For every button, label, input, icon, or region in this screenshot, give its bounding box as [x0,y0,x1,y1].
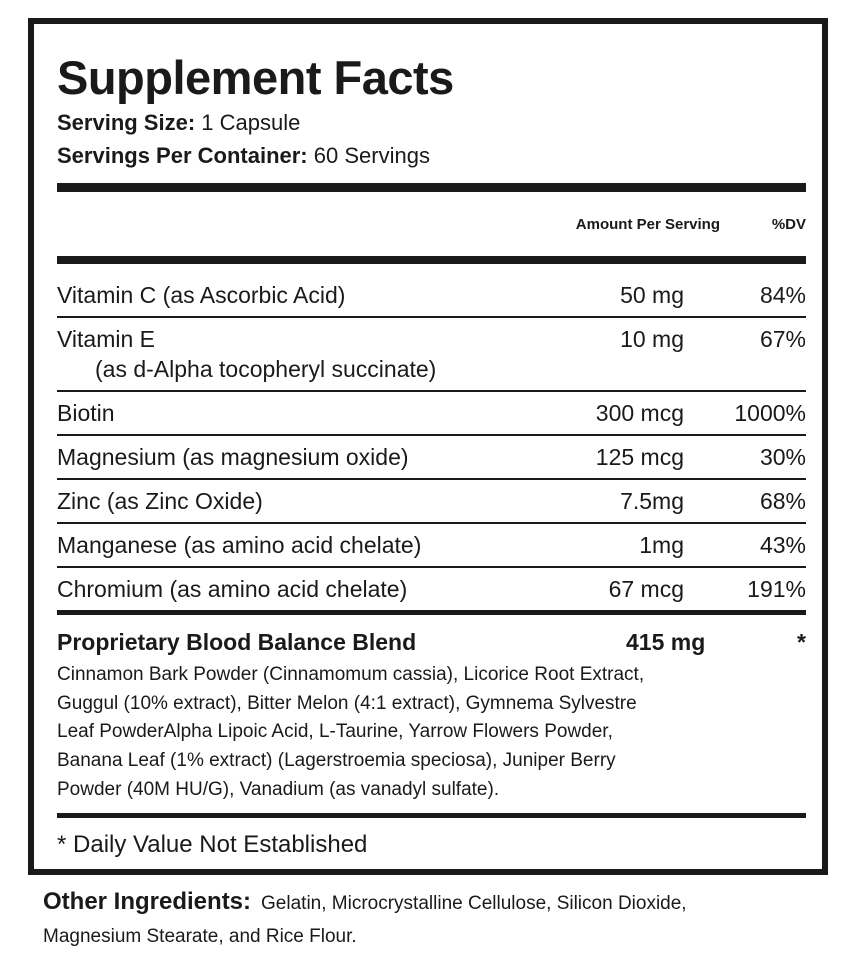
amount: 7.5mg [620,488,684,514]
nutrient-row: Vitamin E (as d-Alpha tocopheryl succinat… [57,318,806,392]
nutrient-name: Vitamin C (as Ascorbic Acid) [57,282,346,308]
nutrient-cell: Manganese (as amino acid chelate) [57,530,504,560]
value: 60 Servings [313,143,430,168]
daily-value: 84% [759,282,806,308]
amount: 10 mg [620,326,684,352]
divider [57,610,806,615]
amount: 125 mcg [595,444,684,470]
nutrient-cell: Vitamin E (as d-Alpha tocopheryl succinat… [57,324,504,384]
column-header: Amount Per Serving %DV [57,192,806,256]
other-ingredients: Other Ingredients: Gelatin, Microcrystall… [43,885,687,953]
ingredient-line: Guggul (10% extract), Bitter Melon (4:1 … [57,692,637,714]
nutrient-name: Biotin [57,400,115,426]
servings-per-container: Servings Per Container: 60 Servings [57,139,806,172]
blend-ingredients: Cinnamon Bark Powder (Cinnamomum cassia)… [57,661,806,805]
daily-value: 67% [759,326,806,352]
nutrient-row: Zinc (as Zinc Oxide) 7.5mg 68% [57,480,806,524]
nutrient-row: Magnesium (as magnesium oxide) 125 mcg 30% [57,436,806,480]
title: Supplement Facts [57,51,454,104]
blend-amount: 415 mg [626,629,706,655]
nutrient-name: Magnesium (as magnesium oxide) [57,444,409,470]
nutrient-name: Vitamin E [57,326,156,352]
nutrient-row: Biotin 300 mcg 1000% [57,392,806,436]
nutrient-row: Manganese (as amino acid chelate) 1mg 43% [57,524,806,568]
nutrient-cell: Magnesium (as magnesium oxide) [57,442,504,472]
blend-name: Proprietary Blood Balance Blend [57,629,417,655]
amount: 1mg [639,532,684,558]
nutrient-cell: Chromium (as amino acid chelate) [57,574,504,604]
blend-row: Proprietary Blood Balance Blend 415 mg * [57,627,806,657]
divider [57,812,806,818]
divider [57,183,806,192]
daily-value: 68% [759,488,806,514]
ingredient-line: Powder (40M HU/G), Vanadium (as vanadyl … [57,778,500,800]
facts-panel: Supplement Facts Serving Size: 1 Capsule… [28,18,828,875]
nutrient-subname: (as d-Alpha tocopheryl succinate) [95,356,437,382]
nutrient-cell: Zinc (as Zinc Oxide) [57,486,504,516]
ingredient-line: Gelatin, Microcrystalline Cellulose, Sil… [261,893,687,914]
value: 1 Capsule [201,110,301,135]
nutrient-name: Chromium (as amino acid chelate) [57,576,408,602]
nutrient-cell: Vitamin C (as Ascorbic Acid) [57,280,504,310]
serving-size: Serving Size: 1 Capsule [57,106,806,139]
ingredient-line: Banana Leaf (1% extract) (Lagerstroemia … [57,750,616,772]
label: Other Ingredients: [43,888,252,915]
nutrient-row: Vitamin C (as Ascorbic Acid) 50 mg 84% [57,264,806,318]
daily-value: 191% [747,576,806,602]
amount: 300 mcg [595,400,684,426]
ingredient-line: Leaf PowderAlpha Lipoic Acid, L-Taurine,… [57,721,613,743]
daily-value: 30% [759,444,806,470]
label: Serving Size: [57,110,196,135]
amount-header: Amount Per Serving [575,215,720,233]
blend-dv: * [797,629,806,655]
nutrient-name: Manganese (as amino acid chelate) [57,532,422,558]
dv-header: %DV [771,215,806,233]
footnote: * Daily Value Not Established [57,830,368,858]
amount: 67 mcg [608,576,684,602]
daily-value: 43% [759,532,806,558]
nutrient-rows: Vitamin C (as Ascorbic Acid) 50 mg 84% Vita… [57,264,806,610]
label: Servings Per Container: [57,143,308,168]
nutrient-name: Zinc (as Zinc Oxide) [57,488,263,514]
ingredient-line: Cinnamon Bark Powder (Cinnamomum cassia)… [57,664,645,685]
amount: 50 mg [620,282,684,308]
nutrient-row: Chromium (as amino acid chelate) 67 mcg 19… [57,568,806,610]
ingredient-line: Magnesium Stearate, and Rice Flour. [43,926,357,947]
nutrient-cell: Biotin [57,398,504,428]
daily-value: 1000% [734,400,806,426]
divider [57,256,806,264]
